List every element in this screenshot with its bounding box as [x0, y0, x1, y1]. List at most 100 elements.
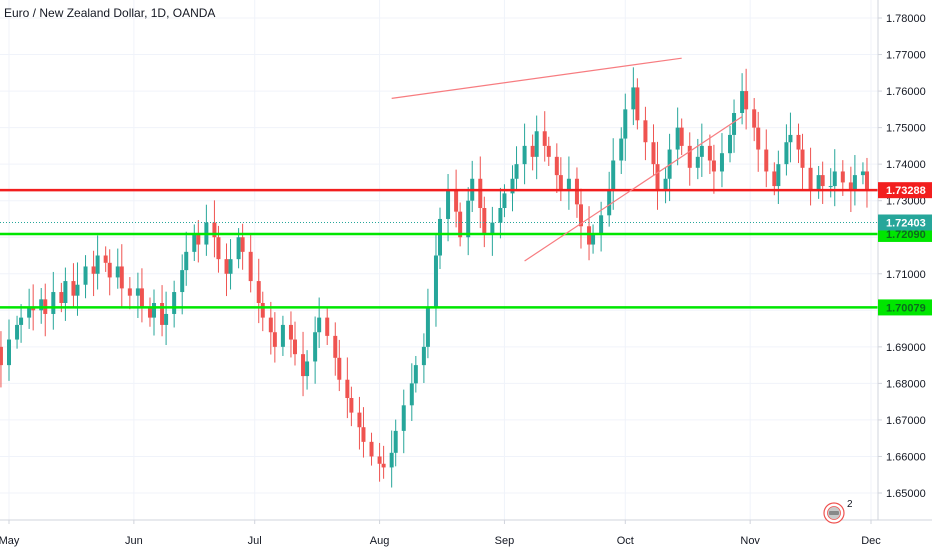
candle-down: [377, 456, 382, 464]
time-tick-label: Oct: [617, 535, 634, 547]
candle-down: [345, 379, 350, 398]
candle-down: [357, 412, 362, 428]
price-tick-label: 1.76000: [886, 86, 926, 98]
candle-down: [578, 204, 583, 227]
candle-down: [91, 266, 96, 274]
candle-up: [180, 270, 185, 293]
candle-up: [425, 306, 430, 347]
price-axis[interactable]: 1.78000 1.77000 1.76000 1.75000 1.74000 1.730…: [877, 0, 932, 520]
candle-down: [103, 255, 108, 263]
grid: [0, 0, 878, 520]
candle-down: [0, 346, 3, 366]
candle-down: [711, 160, 716, 172]
price-tick-label: 1.65000: [886, 488, 926, 500]
candle-up: [192, 233, 197, 252]
candle-up: [313, 332, 318, 362]
candle-down: [240, 237, 245, 252]
candle-down: [651, 142, 656, 165]
price-tick-label: 1.67000: [886, 415, 926, 427]
candle-up: [740, 91, 745, 113]
candle-down: [292, 339, 297, 355]
candle-down: [840, 171, 845, 183]
candle-up: [27, 306, 32, 318]
candle-down: [248, 251, 253, 282]
candle-up: [498, 208, 503, 223]
candle-down: [212, 222, 217, 238]
candle-down: [744, 91, 749, 110]
candle-up: [534, 131, 539, 157]
candle-down: [574, 178, 579, 205]
candle-up: [95, 255, 100, 274]
candle-up: [152, 303, 157, 318]
candle-down: [643, 120, 648, 143]
price-tick-label: 1.69000: [886, 342, 926, 354]
badge-count: 2: [847, 500, 852, 510]
current-price-tag: [878, 214, 932, 231]
price-tick-label: 1.68000: [886, 378, 926, 390]
candle-up: [305, 361, 310, 377]
candle-down: [764, 149, 769, 172]
candle-down: [361, 427, 366, 442]
candle-down: [542, 131, 547, 146]
candle-up: [409, 383, 414, 406]
candle-up: [83, 266, 88, 285]
candle-down: [196, 233, 201, 245]
resistance-price-tag: [878, 182, 932, 199]
candle-up: [433, 255, 438, 307]
time-tick-label: Aug: [370, 535, 390, 547]
candle-up: [280, 324, 285, 347]
time-axis[interactable]: May Jun Jul Aug Sep Oct Nov Dec: [0, 519, 932, 547]
candle-down: [772, 171, 777, 187]
candle-down: [71, 281, 76, 296]
price-tick-label: 1.73000: [886, 196, 926, 208]
candle-up: [401, 405, 406, 431]
candle-up: [828, 186, 833, 188]
price-tick-label: 1.75000: [886, 123, 926, 135]
price-tick-label: 1.74000: [886, 159, 926, 171]
candle-up: [591, 233, 596, 245]
candle-down: [216, 237, 221, 260]
candle-down: [482, 208, 487, 234]
resistance-price-label: 1.73288: [886, 185, 926, 197]
candle-up: [514, 164, 519, 179]
candle-up: [317, 317, 322, 333]
candle-up: [115, 266, 120, 278]
candle-up: [663, 178, 668, 190]
candle-down: [458, 211, 463, 238]
candle-up: [413, 365, 418, 384]
candle-up: [184, 251, 189, 271]
candle-down: [381, 463, 386, 468]
candle-up: [490, 222, 495, 234]
candle-up: [832, 171, 837, 187]
candle-up: [619, 138, 624, 161]
candle-down: [554, 156, 559, 176]
candle-down: [808, 167, 813, 190]
candle-down: [635, 87, 640, 121]
candle-up: [695, 156, 700, 168]
candle-down: [820, 175, 825, 187]
candle-down: [325, 317, 330, 336]
candle-up: [135, 288, 140, 296]
price-tick-label: 1.78000: [886, 13, 926, 25]
candle-up: [522, 145, 527, 165]
candle-down: [337, 357, 342, 380]
candle-up: [19, 317, 24, 325]
candle-up: [446, 189, 451, 219]
candle-down: [333, 335, 338, 358]
candle-up: [784, 142, 789, 165]
candle-up: [51, 292, 56, 314]
candle-down: [655, 164, 660, 190]
price-tick-label: 1.66000: [886, 451, 926, 463]
candle-up: [421, 346, 426, 366]
candle-up: [599, 215, 604, 234]
tradingview-logo-icon[interactable]: 2: [822, 499, 853, 524]
candle-up: [393, 430, 398, 453]
candle-up: [788, 134, 793, 143]
candle-down: [301, 354, 306, 377]
candle-up: [438, 218, 442, 256]
candle-up: [510, 178, 515, 194]
candle-down: [127, 288, 132, 296]
candle-up: [732, 113, 737, 135]
